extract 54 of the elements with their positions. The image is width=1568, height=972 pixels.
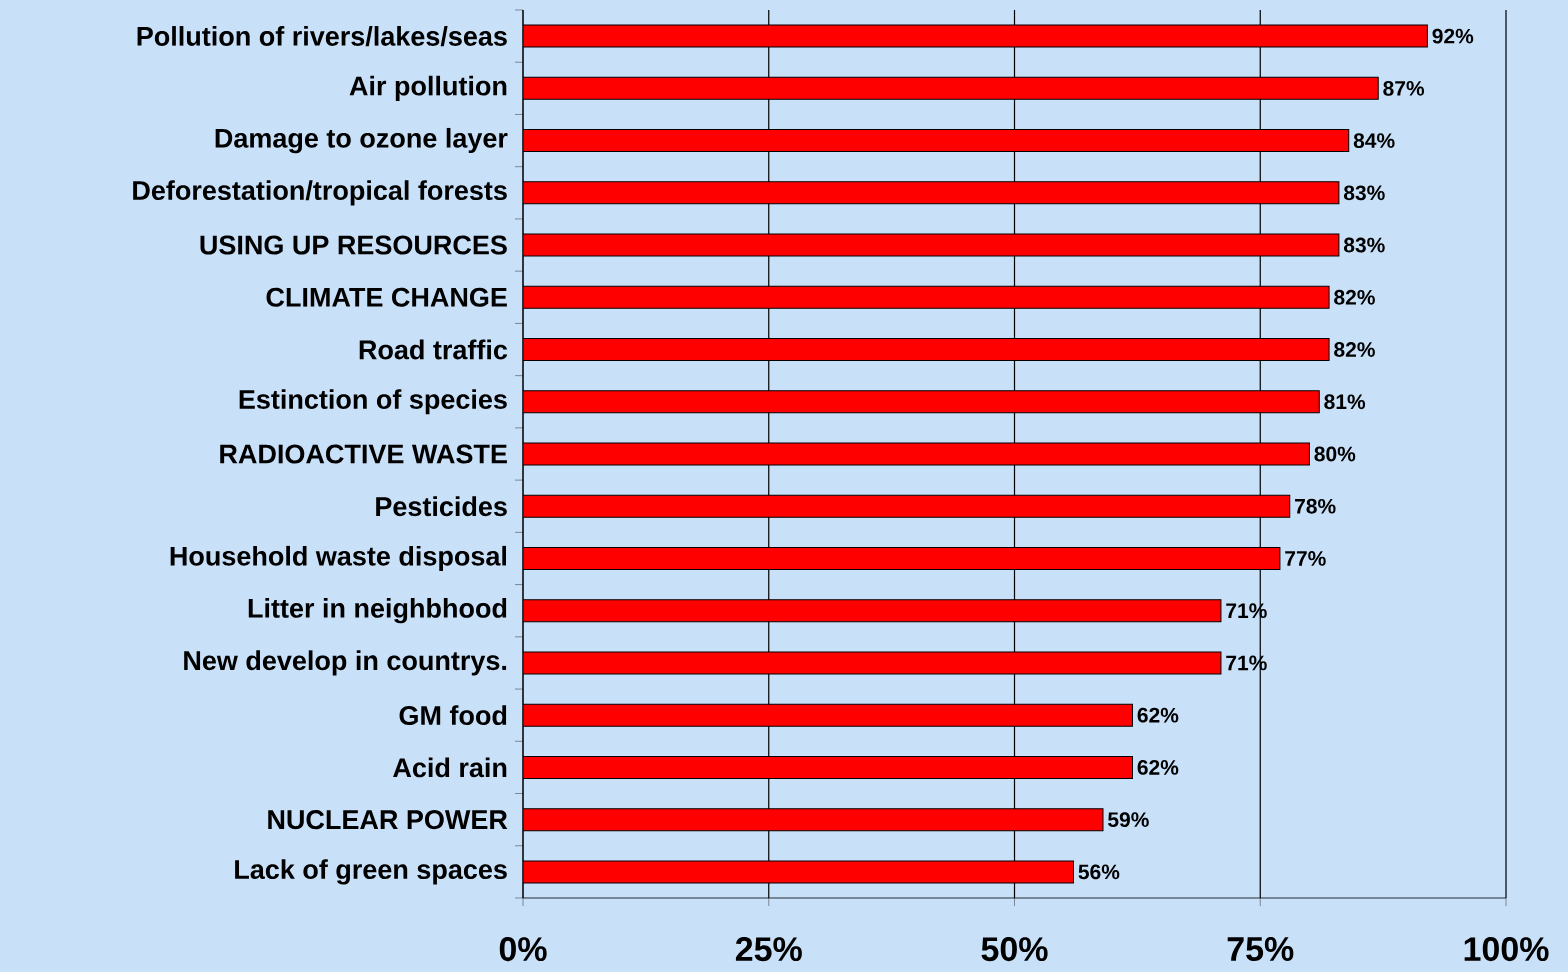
data-label: 59% — [1108, 812, 1149, 828]
y-tick-label: Pollution of rivers/lakes/seas — [137, 26, 507, 47]
data-label: 80% — [1314, 446, 1356, 462]
bar — [523, 651, 1222, 675]
data-label: 81% — [1324, 394, 1366, 410]
bar — [523, 860, 1074, 884]
y-tick-label: NUCLEAR POWER — [268, 810, 508, 830]
y-tick-label: New develop in countrys. — [184, 650, 507, 676]
data-label: 87% — [1383, 80, 1425, 96]
x-tick-label: 0% — [499, 937, 547, 962]
y-tick-label: Air pollution — [349, 75, 507, 101]
bar — [523, 390, 1320, 414]
data-label: 78% — [1295, 498, 1336, 514]
y-tick-label: Estinction of species — [239, 389, 507, 415]
data-label: 83% — [1343, 185, 1385, 201]
bar — [523, 703, 1133, 727]
data-label: 92% — [1432, 28, 1474, 44]
bar — [523, 808, 1104, 832]
y-tick-label: USING UP RESOURCES — [200, 235, 507, 255]
bar — [523, 442, 1310, 466]
data-label: 82% — [1334, 289, 1375, 305]
x-tick-label: 50% — [981, 937, 1048, 962]
bar — [523, 338, 1330, 362]
data-label: 62% — [1137, 707, 1179, 723]
y-tick-label: Deforestation/tropical forests — [133, 180, 507, 206]
y-tick-label: Damage to ozone layer — [215, 127, 508, 154]
data-label: 77% — [1285, 551, 1326, 566]
y-tick-label: Acid rain — [393, 757, 507, 778]
data-label: 83% — [1343, 237, 1385, 253]
bar — [523, 285, 1330, 309]
y-tick-label: Household waste disposal — [170, 545, 507, 572]
x-tick-label: 100% — [1464, 937, 1549, 962]
y-tick-label: RADIOACTIVE WASTE — [220, 444, 507, 464]
y-tick-label: Road traffic — [359, 339, 508, 360]
y-tick-label: Lack of green spaces — [235, 859, 507, 885]
bar — [523, 24, 1428, 48]
bar — [523, 494, 1291, 518]
bar — [523, 546, 1281, 570]
data-label: 82% — [1334, 342, 1375, 357]
bar — [523, 755, 1133, 779]
bar — [523, 599, 1222, 623]
data-label: 84% — [1353, 133, 1395, 149]
bar — [523, 181, 1340, 205]
bar — [523, 76, 1379, 100]
bar — [523, 129, 1350, 153]
y-tick-label: CLIMATE CHANGE — [266, 287, 507, 307]
y-tick-label: Litter in neighbhood — [248, 598, 507, 624]
x-tick-label: 25% — [735, 937, 802, 962]
x-tick-label: 75% — [1227, 937, 1294, 962]
data-label: 56% — [1078, 864, 1120, 880]
y-tick-label: Pesticides — [376, 496, 507, 517]
data-label: 62% — [1137, 759, 1179, 775]
bar — [523, 233, 1340, 257]
y-tick-label: GM food — [399, 705, 507, 726]
